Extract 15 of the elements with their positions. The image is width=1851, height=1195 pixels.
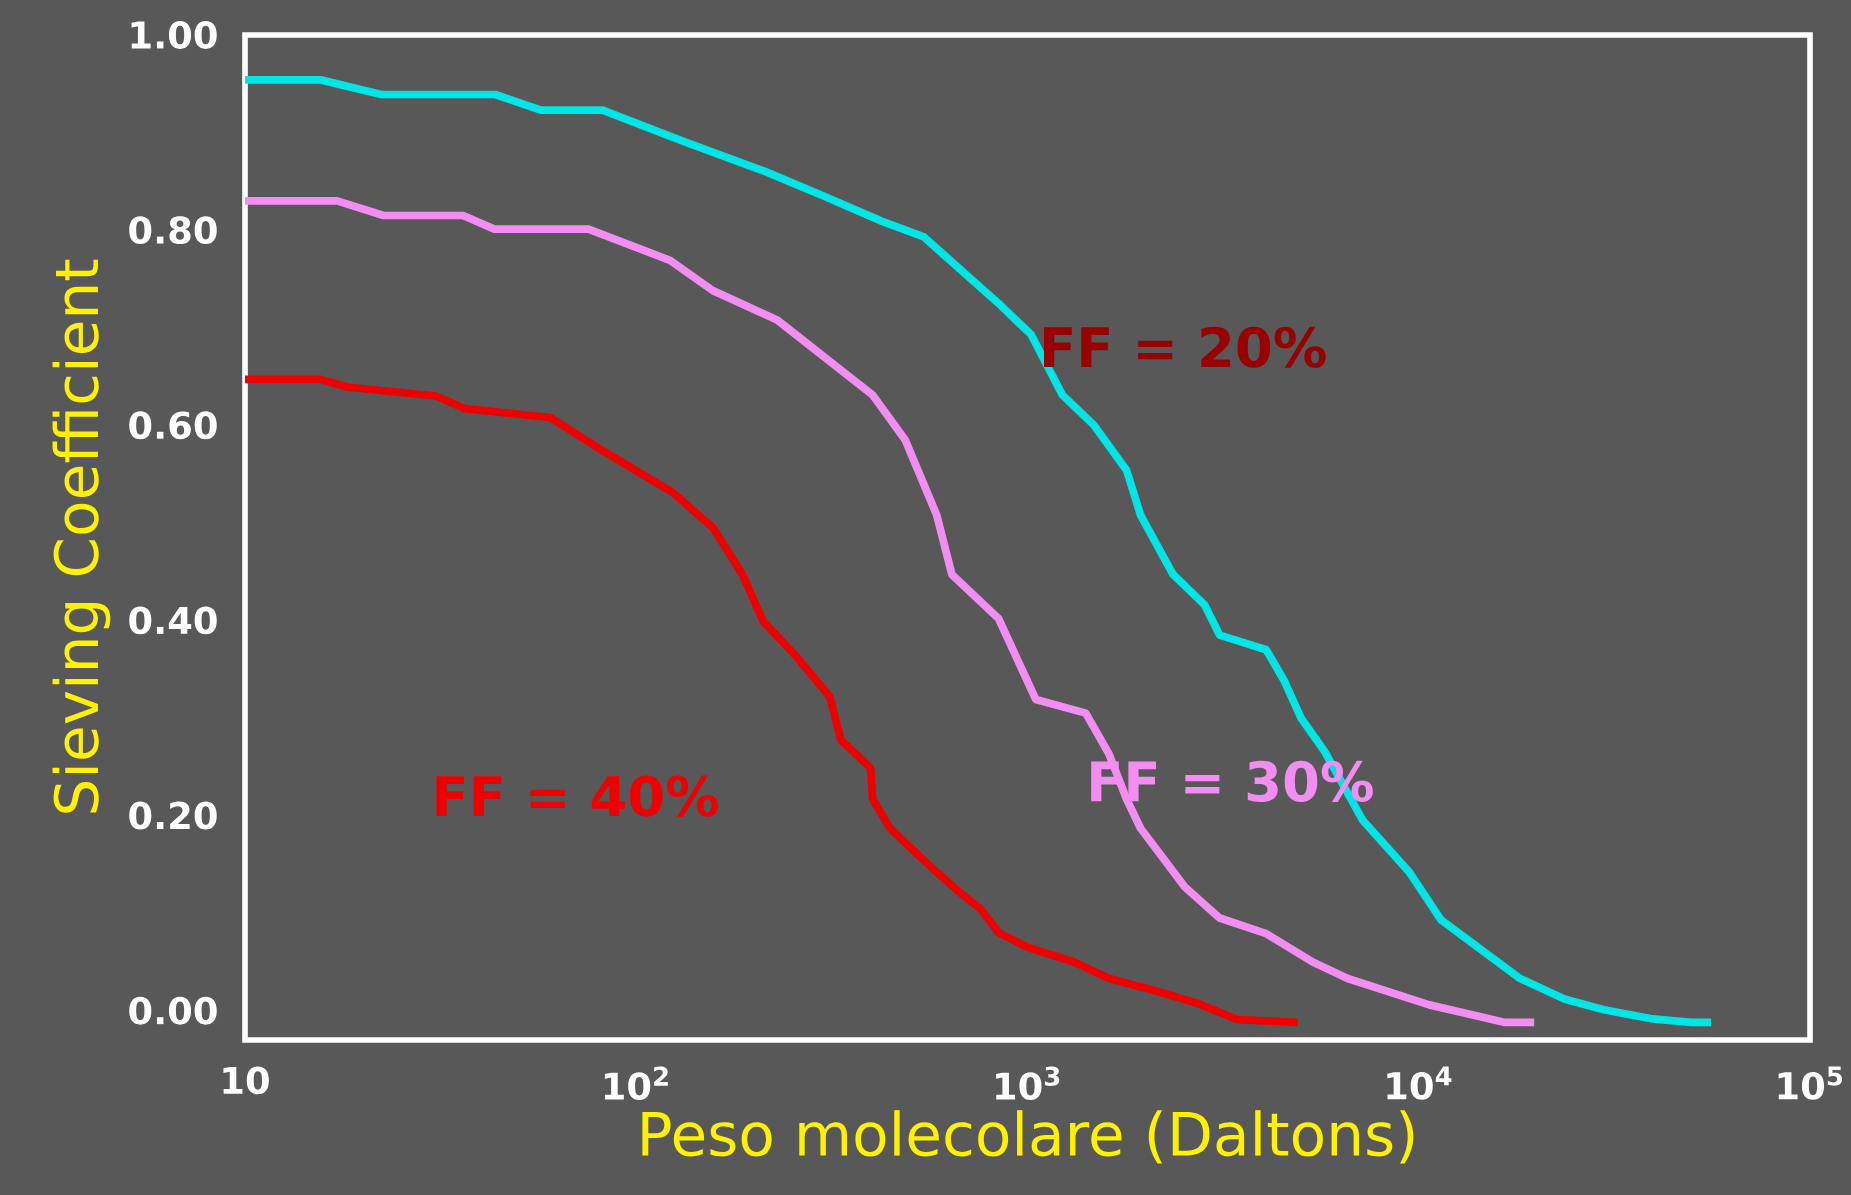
x-tick-label: 10$^{5}$ xyxy=(1778,1066,1843,1100)
x-tick-label: 10$^{4}$ xyxy=(1387,1066,1452,1100)
series-label: FF = 20% xyxy=(1044,326,1326,368)
y-tick-label: 0.00 xyxy=(129,996,217,1025)
x-axis-title: Peso molecolare (Daltons) xyxy=(642,1110,1414,1164)
y-tick-label: 1.00 xyxy=(131,21,217,49)
y-tick-label: 0.60 xyxy=(129,411,217,440)
y-axis-title: Sieving Coefficient xyxy=(52,259,111,813)
x-tick-label: 10$^{3}$ xyxy=(996,1066,1060,1101)
x-tick-label: 10$^{2}$ xyxy=(604,1066,668,1101)
y-tick-label: 0.80 xyxy=(129,216,217,245)
x-tick-label: 10 xyxy=(223,1066,269,1095)
text: FF = 40% xyxy=(436,775,719,817)
y-tick-label: 0.40 xyxy=(129,606,217,635)
y-tick-label: 0.20 xyxy=(129,801,217,830)
